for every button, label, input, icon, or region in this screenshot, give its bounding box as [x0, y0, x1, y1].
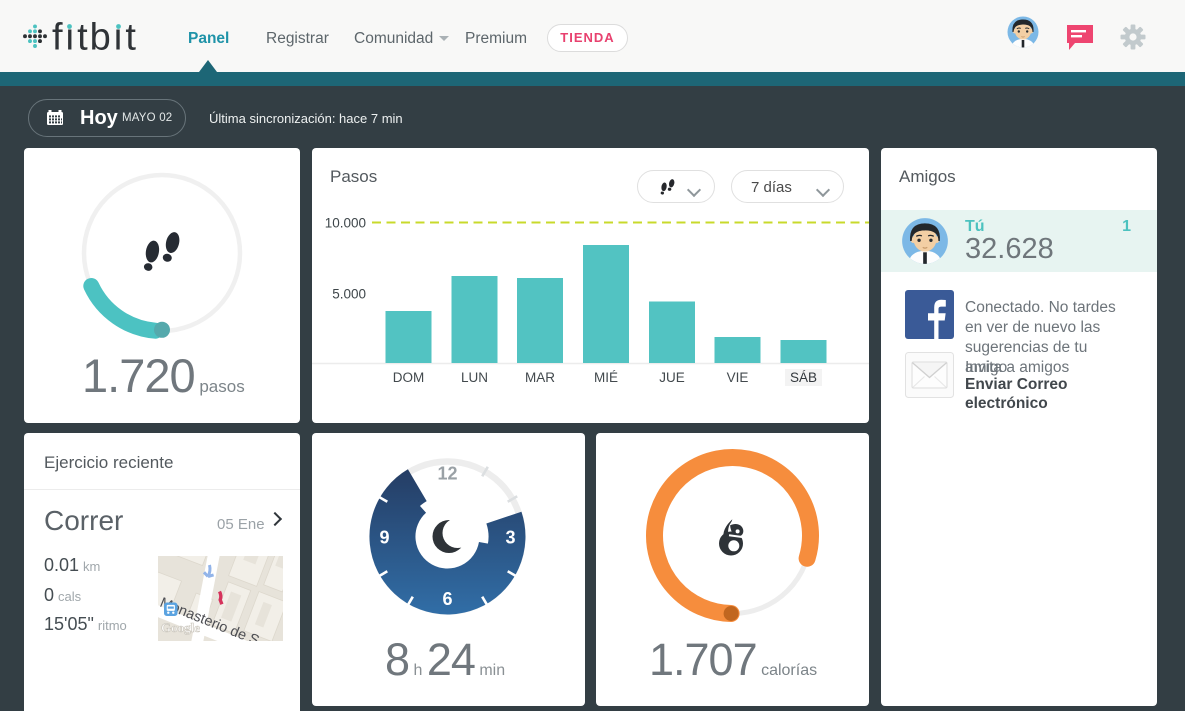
svg-text:fıtbıt: fıtbıt	[52, 20, 138, 56]
svg-text:DOM: DOM	[393, 370, 425, 385]
svg-text:JUE: JUE	[659, 370, 685, 385]
svg-text:9: 9	[379, 528, 389, 548]
svg-text:SÁB: SÁB	[790, 370, 817, 385]
svg-text:3: 3	[505, 528, 515, 548]
svg-text:Google: Google	[161, 620, 200, 635]
svg-text:MAR: MAR	[525, 370, 555, 385]
svg-text:10.000: 10.000	[325, 216, 366, 231]
svg-text:12: 12	[437, 464, 457, 484]
svg-text:MIÉ: MIÉ	[594, 370, 618, 385]
svg-text:LUN: LUN	[461, 370, 488, 385]
svg-text:VIE: VIE	[727, 370, 749, 385]
svg-text:5.000: 5.000	[332, 287, 366, 302]
svg-text:6: 6	[442, 589, 452, 609]
